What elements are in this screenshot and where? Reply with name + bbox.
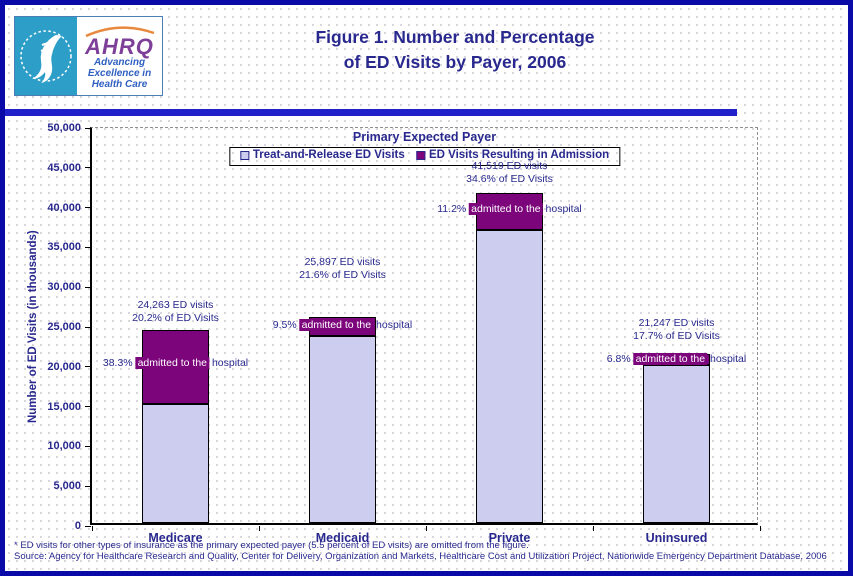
y-tick-label: 45,000: [47, 161, 81, 174]
figure-title: Figure 1. Number and Percentage of ED Vi…: [170, 25, 740, 75]
ahrq-acronym: AHRQ: [85, 33, 154, 59]
y-tick-label: 40,000: [47, 201, 81, 214]
annotation-percent: 20.2% of ED Visits: [132, 312, 219, 325]
annotation-total: 24,263 ED visits: [137, 298, 214, 311]
x-tick-mark: [91, 526, 93, 531]
header-divider-bar: [5, 109, 737, 116]
y-tick-label: 15,000: [47, 400, 81, 413]
ahrq-wordmark: AHRQ Advancing Excellence in Health Care: [77, 17, 162, 95]
y-tick-label: 35,000: [47, 241, 81, 254]
y-tick-mark: [85, 485, 91, 487]
bar-annotation-uninsured: 21,247 ED visits 17.7% of ED Visits: [577, 317, 777, 344]
footnote-source: Source: Agency for Healthcare Research a…: [14, 550, 827, 562]
annotation-total: 21,247 ED visits: [638, 316, 715, 329]
x-category-label-uninsured: Uninsured: [645, 531, 708, 545]
bar-annotation-private: 41,519 ED visits 34.6% of ED Visits: [410, 160, 610, 187]
legend-label-admission: ED Visits Resulting in Admission: [428, 149, 610, 161]
admitted-percent: 38.3%: [102, 356, 136, 369]
legend-label-treat-release: Treat-and-Release ED Visits: [252, 149, 405, 161]
admitted-mid-text: admitted to the: [469, 202, 543, 215]
y-tick-mark: [85, 525, 91, 527]
treat-release-swatch: [239, 150, 249, 160]
figure-title-line2: of ED Visits by Payer, 2006: [343, 52, 567, 72]
admission-swatch: [415, 150, 425, 160]
footnotes: * ED visits for other types of insurance…: [14, 540, 827, 562]
admitted-tail-text: hospital: [209, 356, 249, 369]
y-tick-mark: [85, 406, 91, 408]
admitted-label-medicaid: 9.5% admitted to the hospital: [273, 319, 412, 332]
annotation-percent: 21.6% of ED Visits: [299, 269, 386, 282]
admitted-mid-text: admitted to the: [135, 356, 210, 369]
y-tick-mark: [85, 127, 91, 129]
x-category-label-medicare: Medicare: [148, 531, 203, 545]
y-tick-mark: [85, 167, 91, 169]
x-tick-mark: [759, 526, 761, 531]
y-tick-label: 30,000: [47, 281, 81, 294]
hhs-seal: [15, 17, 77, 95]
ahrq-logo: AHRQ Advancing Excellence in Health Care: [14, 16, 163, 96]
ahrq-tagline: Advancing Excellence in Health Care: [87, 56, 152, 90]
annotation-total: 41,519 ED visits: [471, 159, 548, 172]
y-tick-label: 0: [74, 520, 81, 532]
chart-inner-title: Primary Expected Payer: [352, 130, 497, 144]
y-tick-mark: [85, 246, 91, 248]
bar-private-treat-release: [476, 229, 543, 523]
annotation-percent: 34.6% of ED Visits: [466, 173, 553, 186]
figure-title-line1: Figure 1. Number and Percentage: [315, 27, 595, 47]
x-category-label-private: Private: [488, 531, 531, 545]
x-tick-mark: [592, 526, 594, 531]
x-tick-mark: [258, 526, 260, 531]
y-tick-mark: [85, 366, 91, 368]
bar-annotation-medicaid: 25,897 ED visits 21.6% of ED Visits: [243, 256, 443, 283]
admitted-tail-text: hospital: [707, 352, 747, 365]
bar-medicaid-treat-release: [309, 336, 376, 523]
admitted-mid-text: admitted to the: [299, 319, 374, 332]
admitted-percent: 6.8%: [606, 352, 634, 365]
annotation-percent: 17.7% of ED Visits: [633, 330, 720, 343]
rainbow-arc-icon: [84, 25, 154, 37]
y-tick-label: 5,000: [53, 480, 81, 493]
y-tick-label: 20,000: [47, 360, 81, 373]
legend: Treat-and-Release ED Visits ED Visits Re…: [228, 147, 621, 166]
y-tick-label: 10,000: [47, 440, 81, 453]
admitted-percent: 9.5%: [272, 319, 300, 332]
header: AHRQ Advancing Excellence in Health Care…: [5, 5, 848, 109]
y-tick-mark: [85, 286, 91, 288]
y-tick-label: 25,000: [47, 321, 81, 333]
x-category-label-medicaid: Medicaid: [315, 531, 370, 545]
admitted-tail-text: hospital: [373, 319, 413, 332]
y-tick-label: 50,000: [47, 122, 81, 134]
x-tick-mark: [425, 526, 427, 531]
y-tick-mark: [85, 326, 91, 328]
legend-item-admission: ED Visits Resulting in Admission: [415, 149, 610, 161]
admitted-label-uninsured: 6.8% admitted to the hospital: [606, 352, 747, 366]
bar-annotation-medicare: 24,263 ED visits 20.2% of ED Visits: [76, 299, 276, 326]
chart-plot-area: Primary Expected Payer Treat-and-Release…: [27, 122, 761, 545]
admitted-label-private: 11.2% admitted to the hospital: [437, 202, 582, 216]
bar-medicare-treat-release: [142, 403, 209, 523]
annotation-total: 25,897 ED visits: [304, 255, 381, 268]
hhs-eagle-icon: [20, 30, 72, 83]
legend-item-treat-release: Treat-and-Release ED Visits: [239, 149, 405, 161]
bar-uninsured-treat-release: [643, 365, 710, 523]
y-tick-mark: [85, 207, 91, 209]
admitted-tail-text: hospital: [542, 202, 582, 215]
y-tick-mark: [85, 445, 91, 447]
admitted-label-medicare: 38.3% admitted to the hospital: [102, 356, 249, 370]
admitted-mid-text: admitted to the: [633, 352, 708, 365]
footnote-omitted: * ED visits for other types of insurance…: [14, 540, 529, 551]
admitted-percent: 11.2%: [437, 202, 470, 215]
